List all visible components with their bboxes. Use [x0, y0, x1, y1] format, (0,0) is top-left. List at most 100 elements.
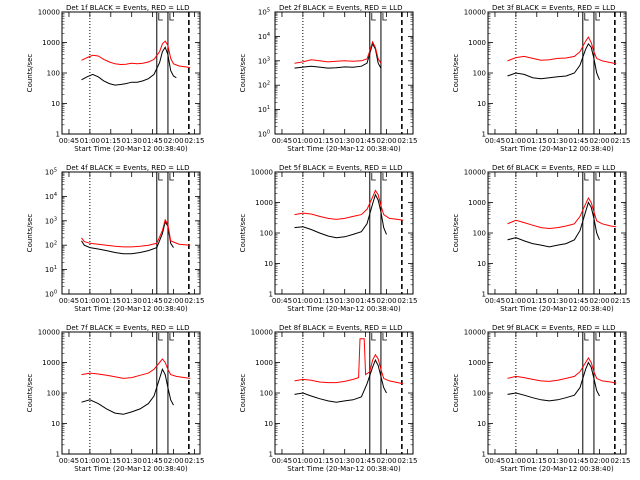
x-tick-label: 01:45: [569, 297, 589, 305]
series-line-events: [507, 43, 600, 80]
y-tick-label: 10000: [251, 329, 273, 337]
y-tick-label: 1: [269, 451, 273, 459]
y-tick-label: 10: [51, 420, 60, 428]
x-tick-label: 02:00: [376, 297, 396, 305]
y-tick-label: 10: [264, 260, 273, 268]
x-tick-label: 01:45: [569, 457, 589, 465]
y-tick-label: 100: [47, 70, 60, 78]
x-tick-label: 02:15: [610, 137, 630, 145]
x-tick-label: 01:30: [548, 137, 568, 145]
panel-title: Det 4f BLACK = Events, RED = LLD: [66, 164, 189, 172]
y-tick-label: 1000: [468, 39, 486, 47]
x-tick-label: 01:45: [356, 297, 376, 305]
x-tick-label: 01:45: [356, 137, 376, 145]
x-tick-label: 01:15: [527, 457, 547, 465]
marker-bracket: [158, 13, 163, 21]
y-axis-label: Counts/sec: [26, 374, 34, 413]
series-line-events: [507, 201, 600, 248]
y-tick-label: 100: [473, 390, 486, 398]
x-axis-label: Start Time (20-Mar-12 00:38:40): [287, 305, 401, 313]
marker-bracket: [169, 13, 174, 21]
x-tick-label: 00:45: [485, 297, 505, 305]
y-tick-label: 10000: [38, 329, 60, 337]
plot-frame: [487, 331, 627, 455]
x-tick-label: 00:45: [272, 457, 292, 465]
plot-frame: [274, 331, 414, 455]
x-tick-label: 02:00: [163, 457, 183, 465]
x-tick-label: 01:15: [314, 297, 334, 305]
x-tick-label: 01:45: [143, 457, 163, 465]
y-tick-label: 101: [258, 105, 270, 114]
y-tick-label: 100: [260, 390, 273, 398]
y-axis-label: Counts/sec: [452, 214, 460, 253]
marker-bracket: [584, 333, 589, 341]
series-line-events: [81, 220, 174, 255]
y-tick-label: 10: [477, 260, 486, 268]
marker-bracket: [169, 173, 174, 181]
series-line-events: [294, 193, 387, 239]
y-tick-label: 100: [473, 230, 486, 238]
plot-frame: [61, 11, 201, 135]
x-tick-label: 01:30: [122, 297, 142, 305]
series-line-lld: [507, 357, 617, 384]
x-axis-label: Start Time (20-Mar-12 00:38:40): [500, 145, 614, 153]
y-tick-label: 10: [51, 100, 60, 108]
x-tick-label: 00:45: [485, 457, 505, 465]
x-tick-label: 01:45: [569, 137, 589, 145]
y-axis-label: Counts/sec: [26, 214, 34, 253]
x-tick-label: 01:00: [80, 137, 100, 145]
x-tick-label: 02:00: [589, 297, 609, 305]
y-tick-label: 1: [56, 451, 60, 459]
y-axis-label: Counts/sec: [452, 374, 460, 413]
marker-bracket: [382, 333, 387, 341]
y-tick-label: 10000: [38, 9, 60, 17]
panel-title: Det 1f BLACK = Events, RED = LLD: [66, 4, 189, 12]
y-tick-label: 101: [45, 265, 57, 274]
x-tick-label: 00:45: [59, 297, 79, 305]
y-tick-label: 105: [45, 168, 57, 177]
y-tick-label: 102: [45, 241, 57, 250]
x-tick-label: 01:30: [335, 137, 355, 145]
x-tick-label: 01:00: [506, 137, 526, 145]
panel-title: Det 6f BLACK = Events, RED = LLD: [492, 164, 615, 172]
x-axis-label: Start Time (20-Mar-12 00:38:40): [74, 145, 188, 153]
y-tick-label: 100: [47, 390, 60, 398]
y-tick-label: 10: [477, 100, 486, 108]
x-tick-label: 01:15: [527, 297, 547, 305]
panel-det-6: Det 6f BLACK = Events, RED = LLD 1 10 100 10…: [452, 164, 631, 313]
y-tick-label: 10000: [464, 329, 486, 337]
y-tick-label: 100: [473, 70, 486, 78]
x-tick-label: 01:30: [548, 297, 568, 305]
plot-frame: [61, 331, 201, 455]
x-tick-label: 02:15: [610, 297, 630, 305]
x-tick-label: 01:15: [314, 457, 334, 465]
series-line-lld: [507, 196, 617, 230]
x-axis-label: Start Time (20-Mar-12 00:38:40): [74, 465, 188, 473]
y-tick-label: 1: [482, 131, 486, 139]
marker-bracket: [158, 333, 163, 341]
y-tick-label: 1000: [468, 199, 486, 207]
y-tick-label: 102: [258, 81, 270, 90]
y-tick-label: 103: [258, 56, 270, 65]
panel-det-7: Det 7f BLACK = Events, RED = LLD 1 10 100 10…: [26, 324, 205, 473]
x-tick-label: 01:30: [122, 137, 142, 145]
y-tick-label: 1: [56, 131, 60, 139]
y-tick-label: 105: [258, 8, 270, 17]
x-tick-label: 01:15: [527, 137, 547, 145]
y-tick-label: 1000: [468, 359, 486, 367]
x-axis-label: Start Time (20-Mar-12 00:38:40): [500, 305, 614, 313]
plot-frame: [274, 171, 414, 295]
x-axis-label: Start Time (20-Mar-12 00:38:40): [287, 145, 401, 153]
panel-title: Det 9f BLACK = Events, RED = LLD: [492, 324, 615, 332]
x-tick-label: 02:00: [589, 457, 609, 465]
marker-bracket: [595, 173, 600, 181]
x-tick-label: 02:15: [397, 297, 417, 305]
x-tick-label: 01:00: [293, 457, 313, 465]
panel-det-4: Det 4f BLACK = Events, RED = LLD 100 101 10…: [26, 164, 205, 313]
marker-bracket: [371, 173, 376, 181]
x-tick-label: 02:15: [610, 457, 630, 465]
x-tick-label: 01:30: [122, 457, 142, 465]
x-tick-label: 02:15: [397, 137, 417, 145]
y-axis-label: Counts/sec: [239, 54, 247, 93]
